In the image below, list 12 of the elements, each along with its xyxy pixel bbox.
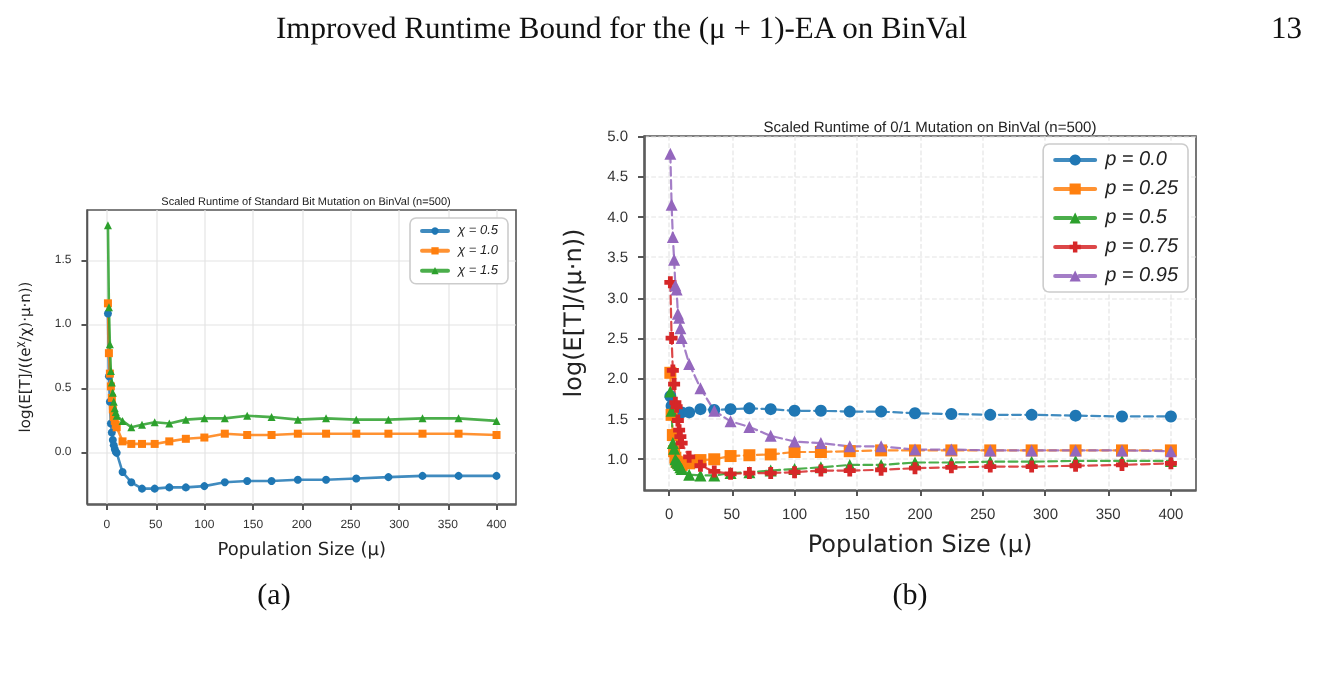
- legend-label: p = 0.75: [1103, 236, 1179, 258]
- legend-label: p = 0.95: [1103, 265, 1179, 287]
- legend-label: p = 0.0: [1103, 149, 1168, 171]
- legend-label: p = 0.25: [1103, 178, 1179, 200]
- text: (b): [892, 580, 928, 614]
- x-axis-title: Population Size (μ): [807, 529, 1033, 558]
- text: (a): [257, 580, 291, 614]
- text: 13: [1271, 12, 1302, 48]
- x-axis-title: Population Size (μ): [217, 540, 386, 561]
- legend-label: p = 0.5: [1103, 207, 1168, 229]
- y-axis-title: log(E[T]/(μ·n)): [559, 228, 588, 398]
- text: Improved Runtime Bound for the (μ + 1)-EA on BinVal: [276, 12, 968, 48]
